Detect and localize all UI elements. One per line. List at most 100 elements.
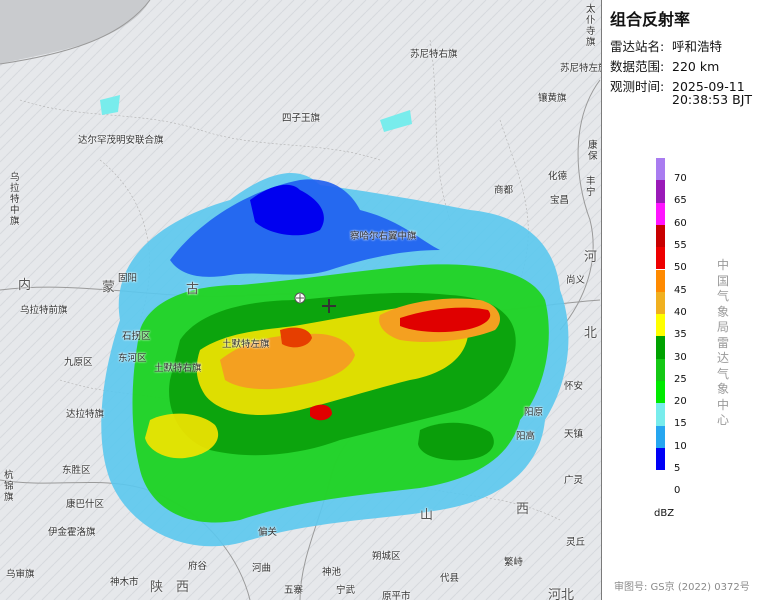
- region-label: 山: [420, 508, 434, 523]
- legend-label: 70: [674, 173, 687, 185]
- map-label: 达拉特旗: [66, 409, 105, 420]
- legend-swatch: [656, 224, 665, 248]
- echo-50dbz-core: [310, 404, 332, 421]
- map-label: 康巴什区: [66, 499, 105, 510]
- echo-25dbz-se: [418, 422, 494, 461]
- station-value: 呼和浩特: [672, 39, 723, 54]
- legend-swatch: [656, 403, 665, 426]
- time-clock: 20:38:53 BJT: [672, 92, 753, 107]
- region-label: 陕: [150, 580, 164, 595]
- legend-label: 30: [674, 351, 687, 363]
- product-title: 组合反射率: [610, 10, 691, 29]
- map-label: 偏关: [258, 527, 278, 538]
- legend-label: 55: [674, 240, 687, 252]
- legend-label: 60: [674, 217, 687, 229]
- legend-label: 5: [674, 463, 681, 475]
- legend-unit: dBZ: [654, 508, 675, 519]
- map-label: 阳原: [524, 407, 544, 418]
- map-label: 东河区: [118, 353, 147, 364]
- echo-40dbz-west: [220, 333, 355, 390]
- legend-label: 45: [674, 284, 687, 296]
- map-label: 土默特右旗: [154, 363, 202, 374]
- region-label: 河北: [548, 588, 575, 600]
- map-label: 伊金霍洛旗: [48, 527, 96, 538]
- map-label: 土默特左旗: [222, 339, 270, 350]
- map-label: 广灵: [564, 475, 584, 486]
- map-label: 乌拉特前旗: [20, 305, 68, 316]
- legend-label: 15: [674, 418, 687, 430]
- legend-swatch: [656, 158, 665, 181]
- range-row: 数据范围: 220 km: [610, 56, 719, 75]
- legend-swatch: [656, 314, 665, 337]
- legend-swatch: [656, 358, 665, 381]
- time-key: 观测时间:: [610, 79, 665, 94]
- region-label: 蒙: [102, 280, 116, 295]
- region-label: 古: [186, 282, 200, 297]
- map-label: 石拐区: [122, 331, 151, 342]
- legend-swatch: [656, 381, 665, 404]
- legend-swatch: [656, 447, 665, 471]
- map-label: 乌审旗: [6, 569, 35, 580]
- region-label: 西: [176, 580, 190, 595]
- legend-label: 10: [674, 440, 687, 452]
- map-label: 宝昌: [550, 195, 570, 206]
- legend-swatch: [656, 425, 665, 448]
- map-label: 天镇: [564, 429, 584, 440]
- map-label: 杭锦旗: [4, 470, 14, 503]
- radar-map: 苏尼特右旗 四子王旗 达尔罕茂明安联合旗 镶黄旗 乌拉特中旗 察哈尔右翼中旗 商…: [0, 0, 602, 600]
- map-label: 察哈尔右翼中旗: [350, 231, 417, 242]
- legend-swatch: [656, 202, 665, 225]
- echo-50dbz-east: [400, 307, 491, 333]
- map-label: 东胜区: [62, 465, 91, 476]
- cross-marker: [322, 299, 336, 313]
- echo-isolated-1: [100, 95, 120, 115]
- map-label: 镶黄旗: [538, 93, 567, 104]
- approval-number: 审图号: GS京 (2022) 0372号: [614, 582, 750, 593]
- map-label: 朔城区: [372, 551, 401, 562]
- map-label: 宁武: [336, 585, 356, 596]
- map-label: 四子王旗: [282, 113, 321, 124]
- legend-swatch: [656, 291, 665, 315]
- map-label: 苏尼特左旗: [560, 63, 601, 74]
- echo-45dbz-core: [280, 327, 312, 348]
- station-key: 雷达站名:: [610, 39, 665, 54]
- station-row: 雷达站名: 呼和浩特: [610, 36, 722, 55]
- region-label: 内: [18, 278, 32, 293]
- legend-label: 50: [674, 262, 687, 274]
- legend-label: 35: [674, 329, 687, 341]
- echo-35dbz-sw: [145, 413, 219, 459]
- map-label: 神池: [322, 567, 342, 578]
- organization-vertical: 中国气象局雷达气象中心: [716, 258, 729, 427]
- map-label: 尚义: [566, 275, 586, 286]
- region-label: 北: [584, 326, 598, 341]
- map-label: 府谷: [188, 561, 208, 572]
- map-label: 固阳: [118, 273, 138, 284]
- map-label: 怀安: [564, 381, 584, 392]
- map-label: 阳高: [516, 431, 536, 442]
- map-label: 太仆寺旗: [586, 4, 596, 48]
- map-label: 商都: [494, 185, 514, 196]
- map-label: 乌拉特中旗: [10, 172, 20, 227]
- radar-station-marker: [294, 292, 306, 304]
- map-label: 灵丘: [566, 537, 586, 548]
- map-label: 苏尼特右旗: [410, 49, 458, 60]
- legend-swatch: [656, 247, 665, 270]
- map-label: 化德: [548, 171, 568, 182]
- map-graphics: [0, 0, 601, 600]
- map-label: 达尔罕茂明安联合旗: [78, 135, 164, 146]
- map-label: 神木市: [110, 577, 139, 588]
- legend-swatch: [656, 336, 665, 359]
- legend-label: 40: [674, 306, 687, 318]
- range-value: 220 km: [672, 59, 720, 74]
- time-date: 2025-09-11: [672, 79, 745, 94]
- legend-label: 65: [674, 195, 687, 207]
- echo-isolated-2: [380, 110, 412, 132]
- legend-label: 0: [674, 485, 681, 497]
- map-label: 丰宁: [586, 176, 596, 198]
- range-key: 数据范围:: [610, 59, 665, 74]
- region-label: 河: [584, 250, 598, 265]
- radar-echo: [100, 95, 569, 547]
- map-label: 康保: [588, 140, 598, 162]
- map-label: 繁峙: [504, 557, 524, 568]
- map-label: 原平市: [382, 591, 411, 600]
